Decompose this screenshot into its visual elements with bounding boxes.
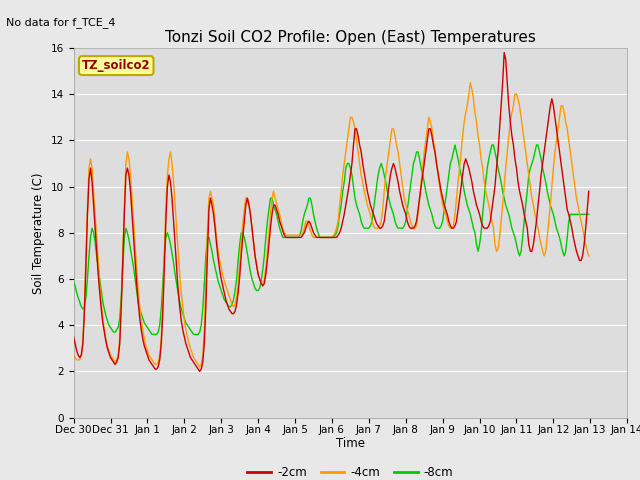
Title: Tonzi Soil CO2 Profile: Open (East) Temperatures: Tonzi Soil CO2 Profile: Open (East) Temp…: [165, 30, 536, 46]
X-axis label: Time: Time: [336, 437, 365, 450]
Y-axis label: Soil Temperature (C): Soil Temperature (C): [32, 172, 45, 294]
Text: No data for f_TCE_4: No data for f_TCE_4: [6, 17, 116, 28]
Text: TZ_soilco2: TZ_soilco2: [82, 59, 150, 72]
Legend: -2cm, -4cm, -8cm: -2cm, -4cm, -8cm: [243, 461, 458, 480]
